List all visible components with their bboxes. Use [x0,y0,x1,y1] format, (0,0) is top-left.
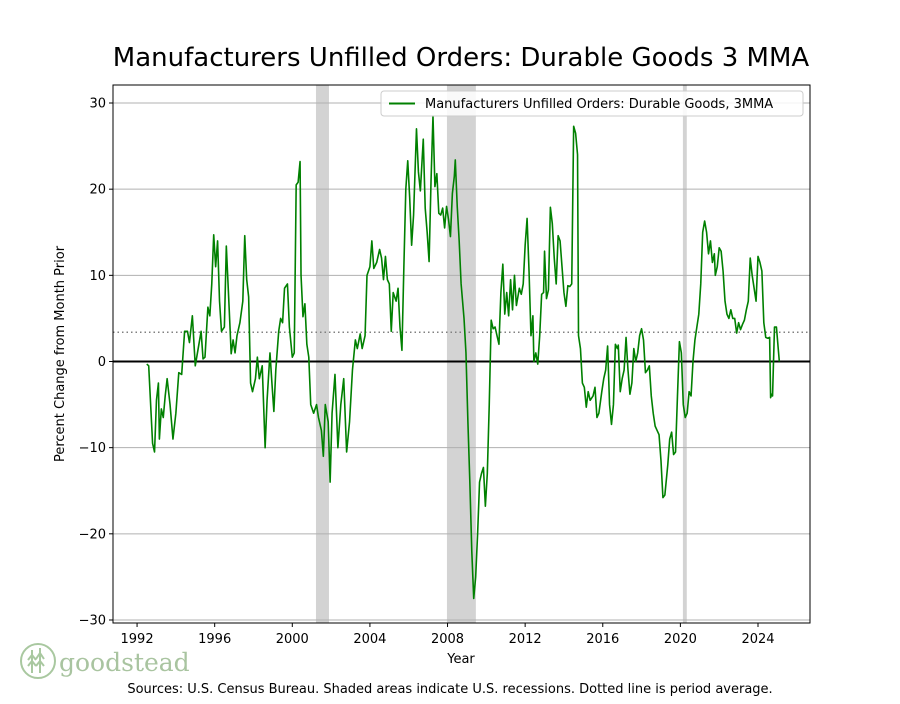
x-tick-label: 2000 [276,632,309,647]
x-tick-label: 2012 [509,632,542,647]
legend-box [380,90,804,117]
x-tick-label: 2008 [431,632,464,647]
y-tick-label: −20 [79,527,106,542]
recession-band [315,85,329,623]
plot-frame [112,84,811,624]
x-tick-label: 2024 [741,632,774,647]
data-line [146,115,781,600]
x-tick-label: 1996 [198,632,231,647]
logo-icon [20,643,56,679]
chart-title: Manufacturers Unfilled Orders: Durable G… [113,43,810,73]
plot-area: −30 −20 −10 0 10 20 30 1992 1996 2000 2004 2008 2012… [79,84,811,647]
legend: Manufacturers Unfilled Orders: Durable G… [380,90,804,117]
x-tick-label: 2020 [664,632,697,647]
y-tick-label: −30 [79,613,106,628]
x-axis-label: Year [446,652,475,667]
x-tick-label: 2004 [353,632,386,647]
y-tick-label: 0 [98,355,106,370]
y-tick-label: 30 [89,97,106,112]
recession-band [682,85,687,623]
legend-label: Manufacturers Unfilled Orders: Durable G… [425,97,773,112]
y-tick-label: 10 [89,269,106,284]
y-axis-label: Percent Change from Month Prior [53,245,68,462]
x-tick-label: 2016 [586,632,619,647]
y-tick-label: −10 [79,441,106,456]
source-note: Sources: U.S. Census Bureau. Shaded area… [127,682,772,697]
x-tick-label: 1992 [121,632,154,647]
logo-text: goodstead [59,648,190,677]
y-tick-label: 20 [89,183,106,198]
